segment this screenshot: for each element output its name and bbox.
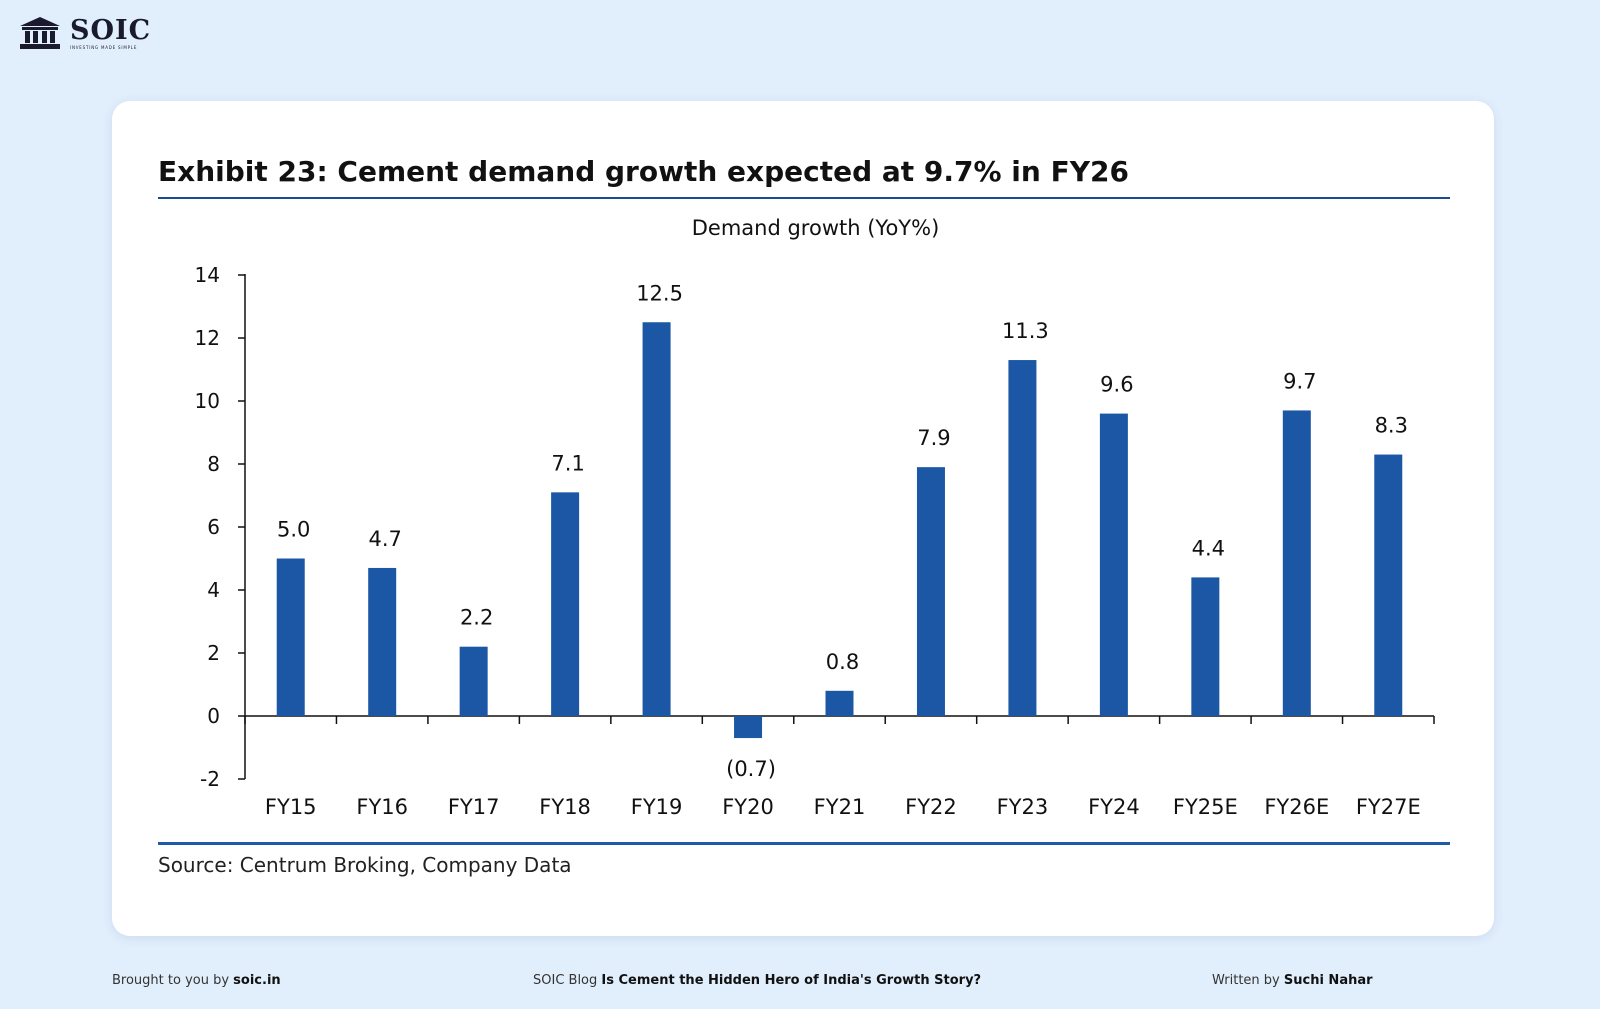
- x-tick-label: FY18: [539, 795, 591, 819]
- y-tick-label: 10: [195, 389, 220, 413]
- source-note: Source: Centrum Broking, Company Data: [158, 853, 572, 877]
- demand-growth-bar-chart: Demand growth (YoY%) 14 12 10 8 6 4 2 0 -2 5.0 FY15…: [195, 216, 1435, 819]
- bar: [368, 567, 397, 716]
- y-tick-label: 12: [195, 326, 220, 350]
- x-tick-label: FY23: [997, 795, 1049, 819]
- y-tick-label: 0: [207, 704, 220, 728]
- exhibit-title: Exhibit 23: Cement demand growth expecte…: [158, 155, 1129, 188]
- bar: [1282, 410, 1311, 716]
- x-tick-label: FY21: [814, 795, 866, 819]
- exhibit-card: Exhibit 23: Cement demand growth expecte…: [112, 101, 1494, 936]
- bar: [916, 467, 945, 716]
- bar: [1008, 360, 1037, 716]
- y-tick-label: 8: [207, 452, 220, 476]
- x-tick-label: FY26E: [1264, 795, 1329, 819]
- bar: [276, 558, 305, 716]
- brand-logo[interactable]: SOIC INVESTING MADE SIMPLE: [18, 16, 151, 50]
- bar: [459, 646, 488, 716]
- chart-title: Demand growth (YoY%): [692, 216, 940, 240]
- brand-tagline: INVESTING MADE SIMPLE: [70, 44, 138, 50]
- y-tick-label: -2: [200, 767, 220, 791]
- data-label: 5.0: [277, 518, 310, 542]
- data-label: 11.3: [1002, 319, 1049, 343]
- data-label: 8.3: [1375, 414, 1408, 438]
- bank-building-icon: [20, 17, 60, 49]
- bar: [825, 690, 854, 716]
- data-label: 7.9: [917, 426, 950, 450]
- data-label: 9.7: [1283, 369, 1316, 393]
- title-divider: [158, 197, 1450, 199]
- footer-article-link[interactable]: Is Cement the Hidden Hero of India's Gro…: [601, 973, 982, 988]
- footer-author-name: Suchi Nahar: [1283, 973, 1373, 988]
- bar: [1191, 577, 1220, 716]
- footer-credit: Brought to you by soic.in: [112, 973, 281, 988]
- footer-blog-title: SOIC Blog Is Cement the Hidden Hero of I…: [533, 973, 982, 988]
- x-tick-label: FY17: [448, 795, 500, 819]
- source-divider: [158, 842, 1450, 845]
- data-label: 4.4: [1192, 536, 1225, 560]
- bar: [1099, 413, 1128, 716]
- x-tick-label: FY22: [905, 795, 957, 819]
- data-label: 2.2: [460, 606, 493, 630]
- y-tick-label: 6: [207, 515, 220, 539]
- bar: [1374, 454, 1403, 716]
- x-tick-label: FY25E: [1173, 795, 1238, 819]
- y-tick-label: 14: [195, 263, 220, 287]
- data-label: (0.7): [726, 757, 776, 781]
- data-label: 12.5: [636, 281, 683, 305]
- footer-site-link[interactable]: soic.in: [233, 973, 281, 988]
- bar: [642, 322, 671, 716]
- data-label: 4.7: [368, 527, 401, 551]
- x-tick-label: FY19: [631, 795, 683, 819]
- y-tick-label: 2: [207, 641, 220, 665]
- x-tick-label: FY15: [265, 795, 317, 819]
- x-tick-label: FY16: [356, 795, 408, 819]
- x-tick-label: FY27E: [1356, 795, 1421, 819]
- bar: [734, 716, 763, 739]
- footer-author: Written by Suchi Nahar: [1212, 973, 1373, 988]
- data-label: 9.6: [1100, 373, 1133, 397]
- x-tick-label: FY20: [722, 795, 774, 819]
- data-label: 7.1: [551, 451, 584, 475]
- bar: [551, 492, 580, 716]
- y-tick-label: 4: [207, 578, 220, 602]
- brand-name: SOIC: [70, 14, 152, 46]
- data-label: 0.8: [826, 650, 859, 674]
- x-tick-label: FY24: [1088, 795, 1140, 819]
